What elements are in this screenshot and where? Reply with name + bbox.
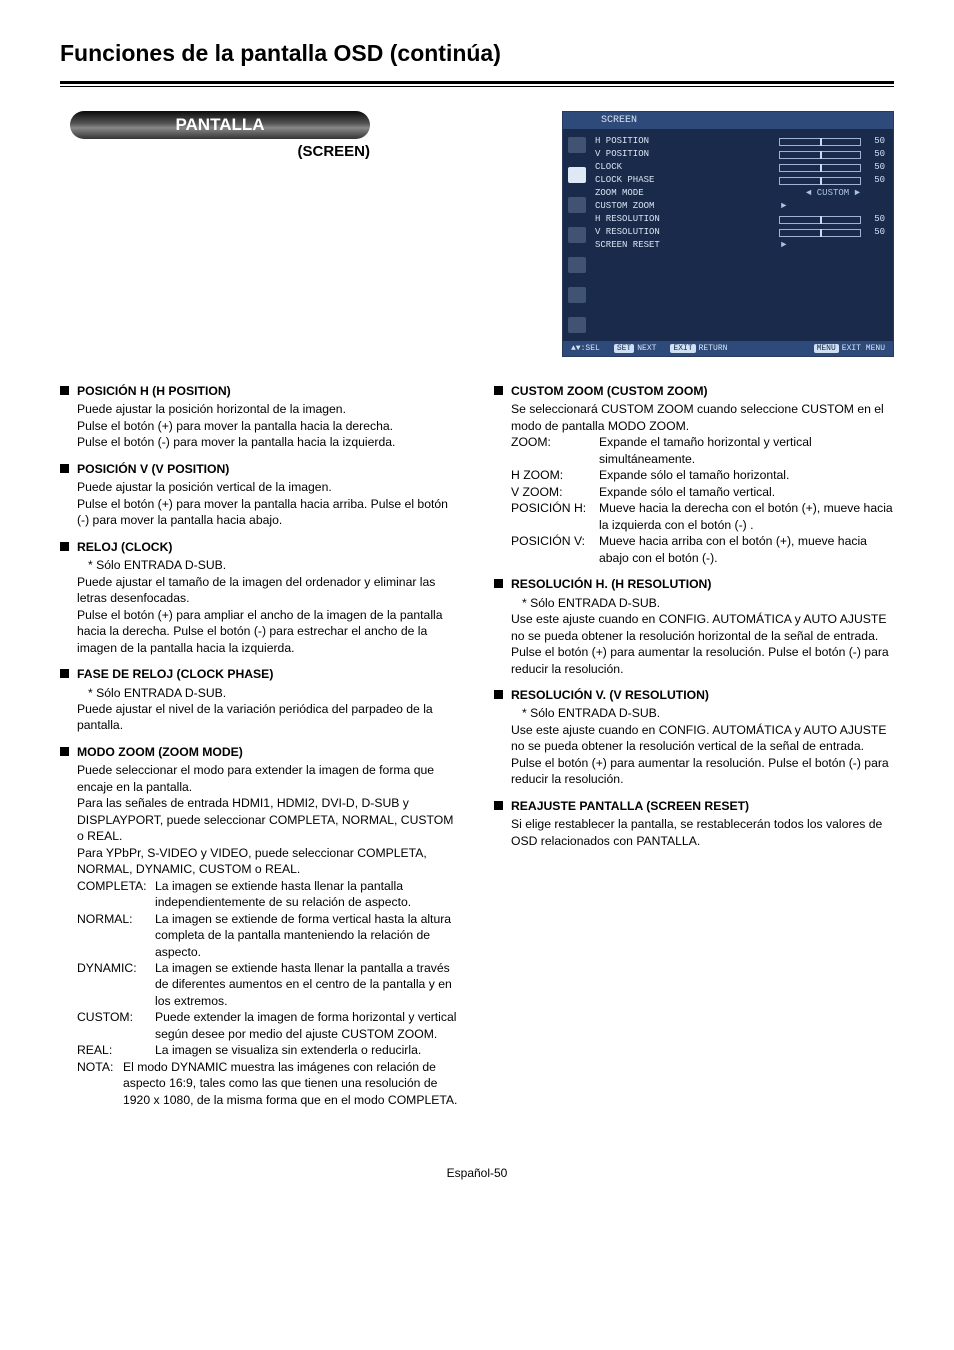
paragraph: Pulse el botón (+) para mover la pantall… <box>77 418 460 434</box>
osd-row: CLOCK PHASE50 <box>595 174 885 187</box>
osd-row: CLOCK50 <box>595 161 885 174</box>
osd-screenshot: SCREEN H POSITION50V POSITION50CLOCK50CL… <box>562 111 894 357</box>
paragraph: Pulse el botón (+) para aumentar la reso… <box>511 755 894 788</box>
def-list: ZOOM:Expande el tamaño horizontal y vert… <box>511 434 894 566</box>
paragraph: Pulse el botón (+) para ampliar el ancho… <box>77 607 460 656</box>
bullet-icon <box>494 801 503 810</box>
section-item: RELOJ (CLOCK) * Sólo ENTRADA D-SUB.Puede … <box>60 539 460 656</box>
bullet-icon <box>60 386 69 395</box>
def-list: COMPLETA:La imagen se extiende hasta lle… <box>77 878 460 1059</box>
osd-foot-exit: MENUEXIT MENU <box>814 344 885 353</box>
bullet-icon <box>494 579 503 588</box>
bullet-icon <box>60 669 69 678</box>
item-heading: RELOJ (CLOCK) <box>60 539 460 555</box>
bullet-icon <box>494 690 503 699</box>
paragraph: Se seleccionará CUSTOM ZOOM cuando selec… <box>511 401 894 434</box>
rule-thin <box>60 86 894 87</box>
section-item: REAJUSTE PANTALLA (SCREEN RESET) Si elige… <box>494 798 894 849</box>
osd-icon <box>568 197 586 213</box>
page-footer: Español-50 <box>60 1166 894 1180</box>
item-heading: POSICIÓN H (H POSITION) <box>60 383 460 399</box>
osd-row: H POSITION50 <box>595 135 885 148</box>
page-title: Funciones de la pantalla OSD (continúa) <box>60 40 894 67</box>
osd-row: ZOOM MODE◄ CUSTOM ► <box>595 187 885 200</box>
item-heading: REAJUSTE PANTALLA (SCREEN RESET) <box>494 798 894 814</box>
bullet-icon <box>60 464 69 473</box>
osd-foot-return: EXITRETURN <box>670 344 727 353</box>
paragraph: Pulse el botón (-) para mover la pantall… <box>77 434 460 450</box>
rule-thick <box>60 81 894 84</box>
right-column: CUSTOM ZOOM (CUSTOM ZOOM) Se seleccionará… <box>494 383 894 1118</box>
osd-icon-active <box>568 167 586 183</box>
item-heading: MODO ZOOM (ZOOM MODE) <box>60 744 460 760</box>
section-sub: (SCREEN) <box>60 143 370 160</box>
osd-nav-icons <box>563 129 591 341</box>
osd-icon <box>568 137 586 153</box>
note: * Sólo ENTRADA D-SUB. <box>522 595 894 611</box>
section-item: MODO ZOOM (ZOOM MODE) Puede seleccionar e… <box>60 744 460 1108</box>
left-column: POSICIÓN H (H POSITION) Puede ajustar la … <box>60 383 460 1118</box>
section-item: CUSTOM ZOOM (CUSTOM ZOOM) Se seleccionará… <box>494 383 894 566</box>
osd-row: H RESOLUTION50 <box>595 213 885 226</box>
paragraph: Use este ajuste cuando en CONFIG. AUTOMÁ… <box>511 611 894 644</box>
paragraph: Puede ajustar la posición vertical de la… <box>77 479 460 495</box>
paragraph: Use este ajuste cuando en CONFIG. AUTOMÁ… <box>511 722 894 755</box>
paragraph: Puede seleccionar el modo para extender … <box>77 762 460 795</box>
section-item: RESOLUCIÓN V. (V RESOLUTION) * Sólo ENTRA… <box>494 687 894 788</box>
paragraph: Puede ajustar la posición horizontal de … <box>77 401 460 417</box>
note: * Sólo ENTRADA D-SUB. <box>522 705 894 721</box>
osd-footer: ▲▼:SEL SETNEXT EXITRETURN MENUEXIT MENU <box>563 341 893 356</box>
nota: NOTA:El modo DYNAMIC muestra las imágene… <box>77 1059 460 1108</box>
osd-row: CUSTOM ZOOM► <box>595 200 885 213</box>
paragraph: Si elige restablecer la pantalla, se res… <box>511 816 894 849</box>
section-item: FASE DE RELOJ (CLOCK PHASE) * Sólo ENTRAD… <box>60 666 460 734</box>
osd-icon <box>568 257 586 273</box>
paragraph: Puede ajustar el nivel de la variación p… <box>77 701 460 734</box>
bullet-icon <box>60 747 69 756</box>
paragraph: Pulse el botón (+) para aumentar la reso… <box>511 644 894 677</box>
section-pill: PANTALLA <box>70 111 370 139</box>
osd-icon <box>568 317 586 333</box>
item-heading: FASE DE RELOJ (CLOCK PHASE) <box>60 666 460 682</box>
osd-row: SCREEN RESET► <box>595 239 885 252</box>
paragraph: Puede ajustar el tamaño de la imagen del… <box>77 574 460 607</box>
osd-icon <box>568 287 586 303</box>
osd-list: H POSITION50V POSITION50CLOCK50CLOCK PHA… <box>591 129 893 341</box>
osd-title: SCREEN <box>563 112 893 129</box>
item-heading: RESOLUCIÓN H. (H RESOLUTION) <box>494 576 894 592</box>
bullet-icon <box>494 386 503 395</box>
paragraph: Para las señales de entrada HDMI1, HDMI2… <box>77 795 460 844</box>
section-item: POSICIÓN V (V POSITION) Puede ajustar la … <box>60 461 460 529</box>
section-item: RESOLUCIÓN H. (H RESOLUTION) * Sólo ENTRA… <box>494 576 894 677</box>
paragraph: Para YPbPr, S-VIDEO y VIDEO, puede selec… <box>77 845 460 878</box>
osd-row: V RESOLUTION50 <box>595 226 885 239</box>
note: * Sólo ENTRADA D-SUB. <box>88 685 460 701</box>
osd-foot-sel: ▲▼:SEL <box>571 344 600 353</box>
paragraph: Pulse el botón (+) para mover la pantall… <box>77 496 460 529</box>
osd-foot-next: SETNEXT <box>614 344 657 353</box>
columns: POSICIÓN H (H POSITION) Puede ajustar la … <box>60 383 894 1118</box>
note: * Sólo ENTRADA D-SUB. <box>88 557 460 573</box>
bullet-icon <box>60 542 69 551</box>
osd-icon <box>568 227 586 243</box>
item-heading: RESOLUCIÓN V. (V RESOLUTION) <box>494 687 894 703</box>
top-row: PANTALLA (SCREEN) SCREEN H POSITION50V P… <box>60 111 894 357</box>
item-heading: CUSTOM ZOOM (CUSTOM ZOOM) <box>494 383 894 399</box>
osd-row: V POSITION50 <box>595 148 885 161</box>
section-item: POSICIÓN H (H POSITION) Puede ajustar la … <box>60 383 460 451</box>
item-heading: POSICIÓN V (V POSITION) <box>60 461 460 477</box>
